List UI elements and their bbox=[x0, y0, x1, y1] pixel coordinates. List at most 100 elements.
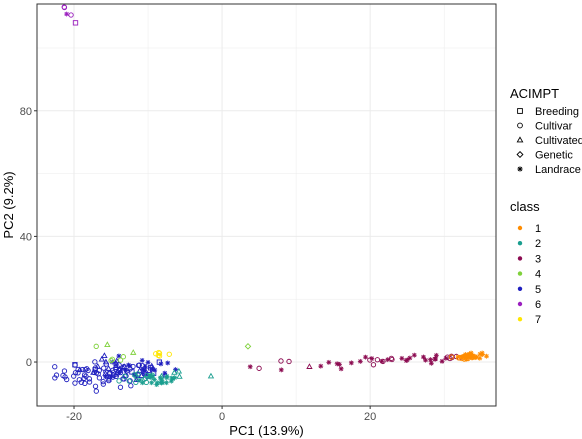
data-point bbox=[81, 372, 88, 378]
data-point bbox=[149, 380, 155, 386]
data-point bbox=[101, 352, 108, 358]
data-point bbox=[52, 375, 58, 381]
data-point bbox=[105, 365, 112, 371]
data-point bbox=[129, 369, 135, 375]
data-point bbox=[479, 350, 485, 356]
data-point bbox=[278, 358, 284, 364]
data-point bbox=[64, 11, 70, 17]
data-point bbox=[109, 373, 115, 379]
data-point bbox=[122, 373, 128, 379]
data-point bbox=[61, 368, 68, 374]
data-point bbox=[176, 373, 183, 379]
data-point bbox=[318, 363, 324, 369]
data-point bbox=[61, 4, 67, 10]
data-point bbox=[278, 367, 284, 373]
x-axis-title: PC1 (13.9%) bbox=[229, 423, 303, 438]
data-point bbox=[82, 380, 88, 387]
data-point bbox=[164, 375, 170, 381]
legend-class-title: class bbox=[510, 199, 540, 214]
data-point bbox=[326, 359, 332, 365]
data-point bbox=[92, 383, 99, 389]
data-point bbox=[407, 355, 413, 361]
data-point bbox=[138, 372, 145, 378]
legend-class-label: 2 bbox=[535, 238, 541, 250]
data-point bbox=[428, 357, 433, 363]
data-point bbox=[165, 360, 171, 366]
data-point bbox=[158, 372, 165, 379]
data-point bbox=[388, 355, 395, 361]
axis-ticks: -20 0 20 0 40 80 bbox=[20, 106, 377, 423]
data-point bbox=[117, 384, 124, 390]
data-point bbox=[140, 367, 145, 372]
y-axis-title: PC2 (9.2%) bbox=[1, 171, 16, 238]
legend-acimpt-label: Genetic bbox=[535, 150, 573, 162]
data-point bbox=[159, 379, 165, 385]
legend-key-asterisk bbox=[517, 166, 523, 172]
data-point bbox=[380, 358, 386, 365]
data-point bbox=[133, 373, 139, 379]
data-point bbox=[68, 12, 74, 18]
data-point bbox=[128, 383, 134, 389]
data-point bbox=[411, 352, 417, 358]
data-point bbox=[82, 366, 89, 373]
data-point bbox=[175, 367, 183, 374]
data-point bbox=[334, 361, 340, 367]
data-point bbox=[348, 360, 354, 366]
data-point bbox=[126, 378, 132, 384]
data-point bbox=[103, 374, 108, 380]
data-point bbox=[461, 356, 468, 362]
legend-class-label: 7 bbox=[535, 314, 541, 326]
data-point bbox=[166, 351, 172, 357]
legend-class-swatch bbox=[517, 317, 523, 322]
legend-key-triangle bbox=[516, 136, 524, 143]
data-point bbox=[286, 358, 292, 365]
data-point bbox=[72, 362, 78, 368]
data-point bbox=[98, 355, 106, 362]
legend-acimpt-label: Breeding bbox=[535, 106, 579, 118]
data-point bbox=[72, 380, 78, 386]
data-point bbox=[112, 362, 120, 368]
data-point bbox=[81, 375, 87, 381]
data-point bbox=[102, 358, 110, 365]
legend-acimpt-label: Landrace bbox=[535, 164, 581, 176]
data-point bbox=[170, 376, 176, 382]
data-point bbox=[127, 363, 133, 369]
legend-class-swatch bbox=[517, 301, 523, 307]
legend-class-label: 6 bbox=[535, 299, 541, 311]
data-point bbox=[357, 358, 363, 364]
data-point bbox=[423, 357, 428, 363]
data-point bbox=[162, 370, 168, 376]
x-tick-label: 0 bbox=[219, 411, 225, 423]
data-point bbox=[336, 361, 342, 367]
legend-acimpt-label: Cultivar bbox=[535, 121, 573, 133]
data-point bbox=[104, 341, 111, 347]
data-point bbox=[116, 378, 122, 384]
data-point bbox=[399, 355, 405, 361]
data-point bbox=[72, 20, 79, 26]
data-points bbox=[52, 4, 489, 394]
data-point bbox=[149, 372, 155, 378]
data-point bbox=[105, 373, 113, 380]
data-point bbox=[133, 379, 139, 386]
data-point bbox=[163, 380, 169, 386]
data-point bbox=[101, 365, 107, 371]
data-point bbox=[117, 357, 124, 363]
data-point bbox=[108, 357, 114, 364]
data-point bbox=[78, 379, 84, 385]
data-point bbox=[370, 362, 377, 368]
data-point bbox=[244, 343, 252, 350]
data-point bbox=[76, 366, 84, 373]
data-point bbox=[93, 343, 99, 349]
data-point bbox=[374, 357, 381, 363]
data-point bbox=[64, 376, 70, 383]
legend-class-swatch bbox=[517, 241, 523, 246]
legend-class-label: 5 bbox=[535, 284, 541, 296]
data-point bbox=[448, 354, 455, 360]
legend-key-circle bbox=[517, 122, 523, 129]
data-point bbox=[421, 354, 426, 360]
data-point bbox=[144, 372, 151, 379]
legend-class-swatch bbox=[517, 256, 523, 261]
data-point bbox=[92, 367, 98, 373]
data-point bbox=[465, 355, 471, 362]
